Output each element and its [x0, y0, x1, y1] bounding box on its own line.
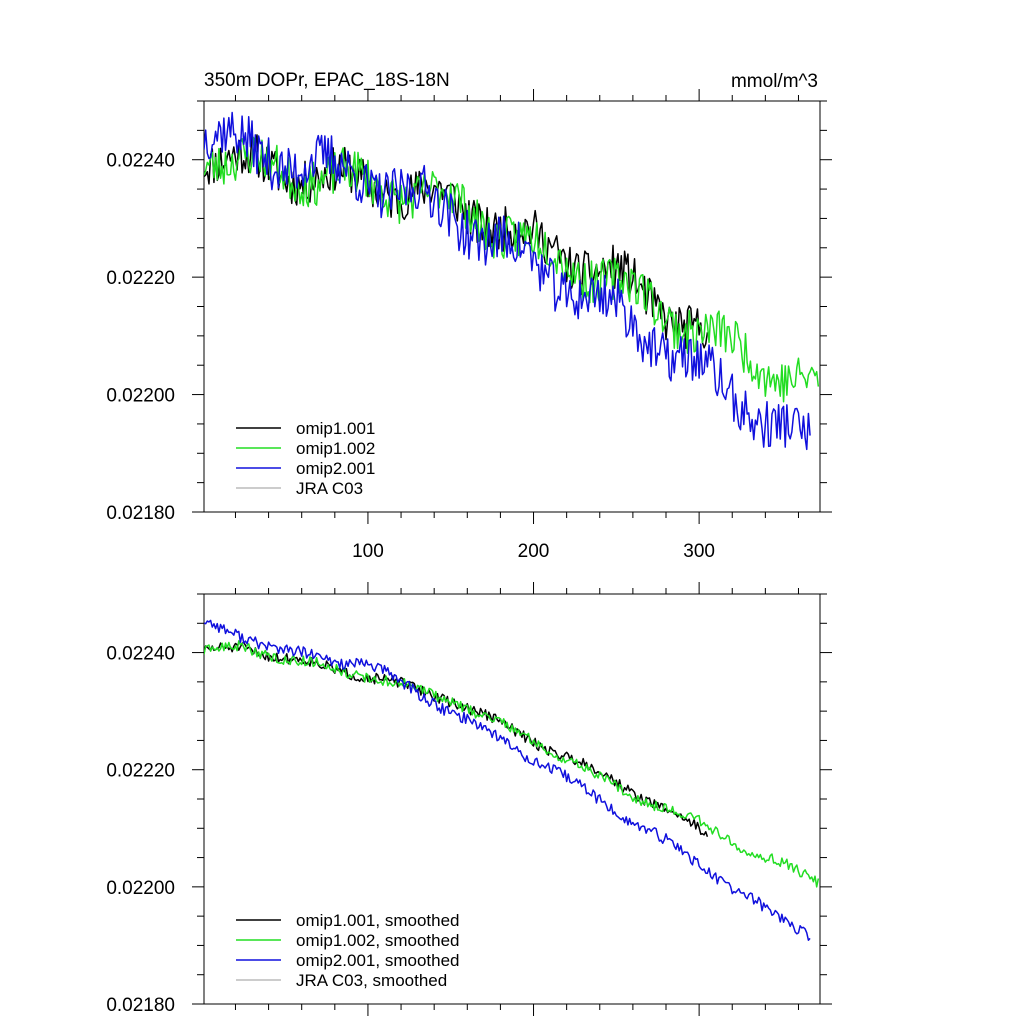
- legend-label: omip1.001: [296, 419, 375, 438]
- legend-label: omip1.002, smoothed: [296, 931, 460, 950]
- top-panel: 0.02240 0.02220 0.02200 0.02180 100 200 300 omi…: [106, 89, 832, 562]
- x-tick-label: 100: [352, 541, 384, 562]
- legend-label: omip2.001, smoothed: [296, 951, 460, 970]
- series-line-omip2-001-smoothed: [204, 619, 811, 941]
- units-label: mmol/m^3: [731, 71, 818, 92]
- y-tick-label: 0.02220: [106, 268, 175, 289]
- series-line-omip1-001: [204, 133, 709, 349]
- legend-label: omip2.001: [296, 459, 375, 478]
- bottom-panel: 0.02240 0.02220 0.02200 0.02180 omip1.001, s…: [106, 582, 832, 1016]
- legend-label: omip1.002: [296, 439, 375, 458]
- legend-label: JRA C03, smoothed: [296, 971, 447, 990]
- y-tick-label: 0.02180: [106, 995, 175, 1016]
- y-tick-label: 0.02200: [106, 386, 175, 407]
- series-line-omip1-002-smoothed: [204, 640, 820, 888]
- legend-label: omip1.001, smoothed: [296, 911, 460, 930]
- y-tick-label: 0.02240: [106, 151, 175, 172]
- series-line-omip1-002: [204, 137, 820, 403]
- chart-title: 350m DOPr, EPAC_18S-18N: [204, 70, 450, 91]
- y-tick-label: 0.02180: [106, 503, 175, 524]
- series-line-omip1-001-smoothed: [204, 641, 709, 837]
- y-tick-label: 0.02200: [106, 878, 175, 899]
- legend-label: JRA C03: [296, 479, 363, 498]
- x-tick-label: 300: [683, 541, 715, 562]
- y-tick-label: 0.02240: [106, 644, 175, 665]
- series-line-omip2-001: [204, 111, 811, 451]
- y-tick-label: 0.02220: [106, 761, 175, 782]
- x-tick-label: 200: [518, 541, 550, 562]
